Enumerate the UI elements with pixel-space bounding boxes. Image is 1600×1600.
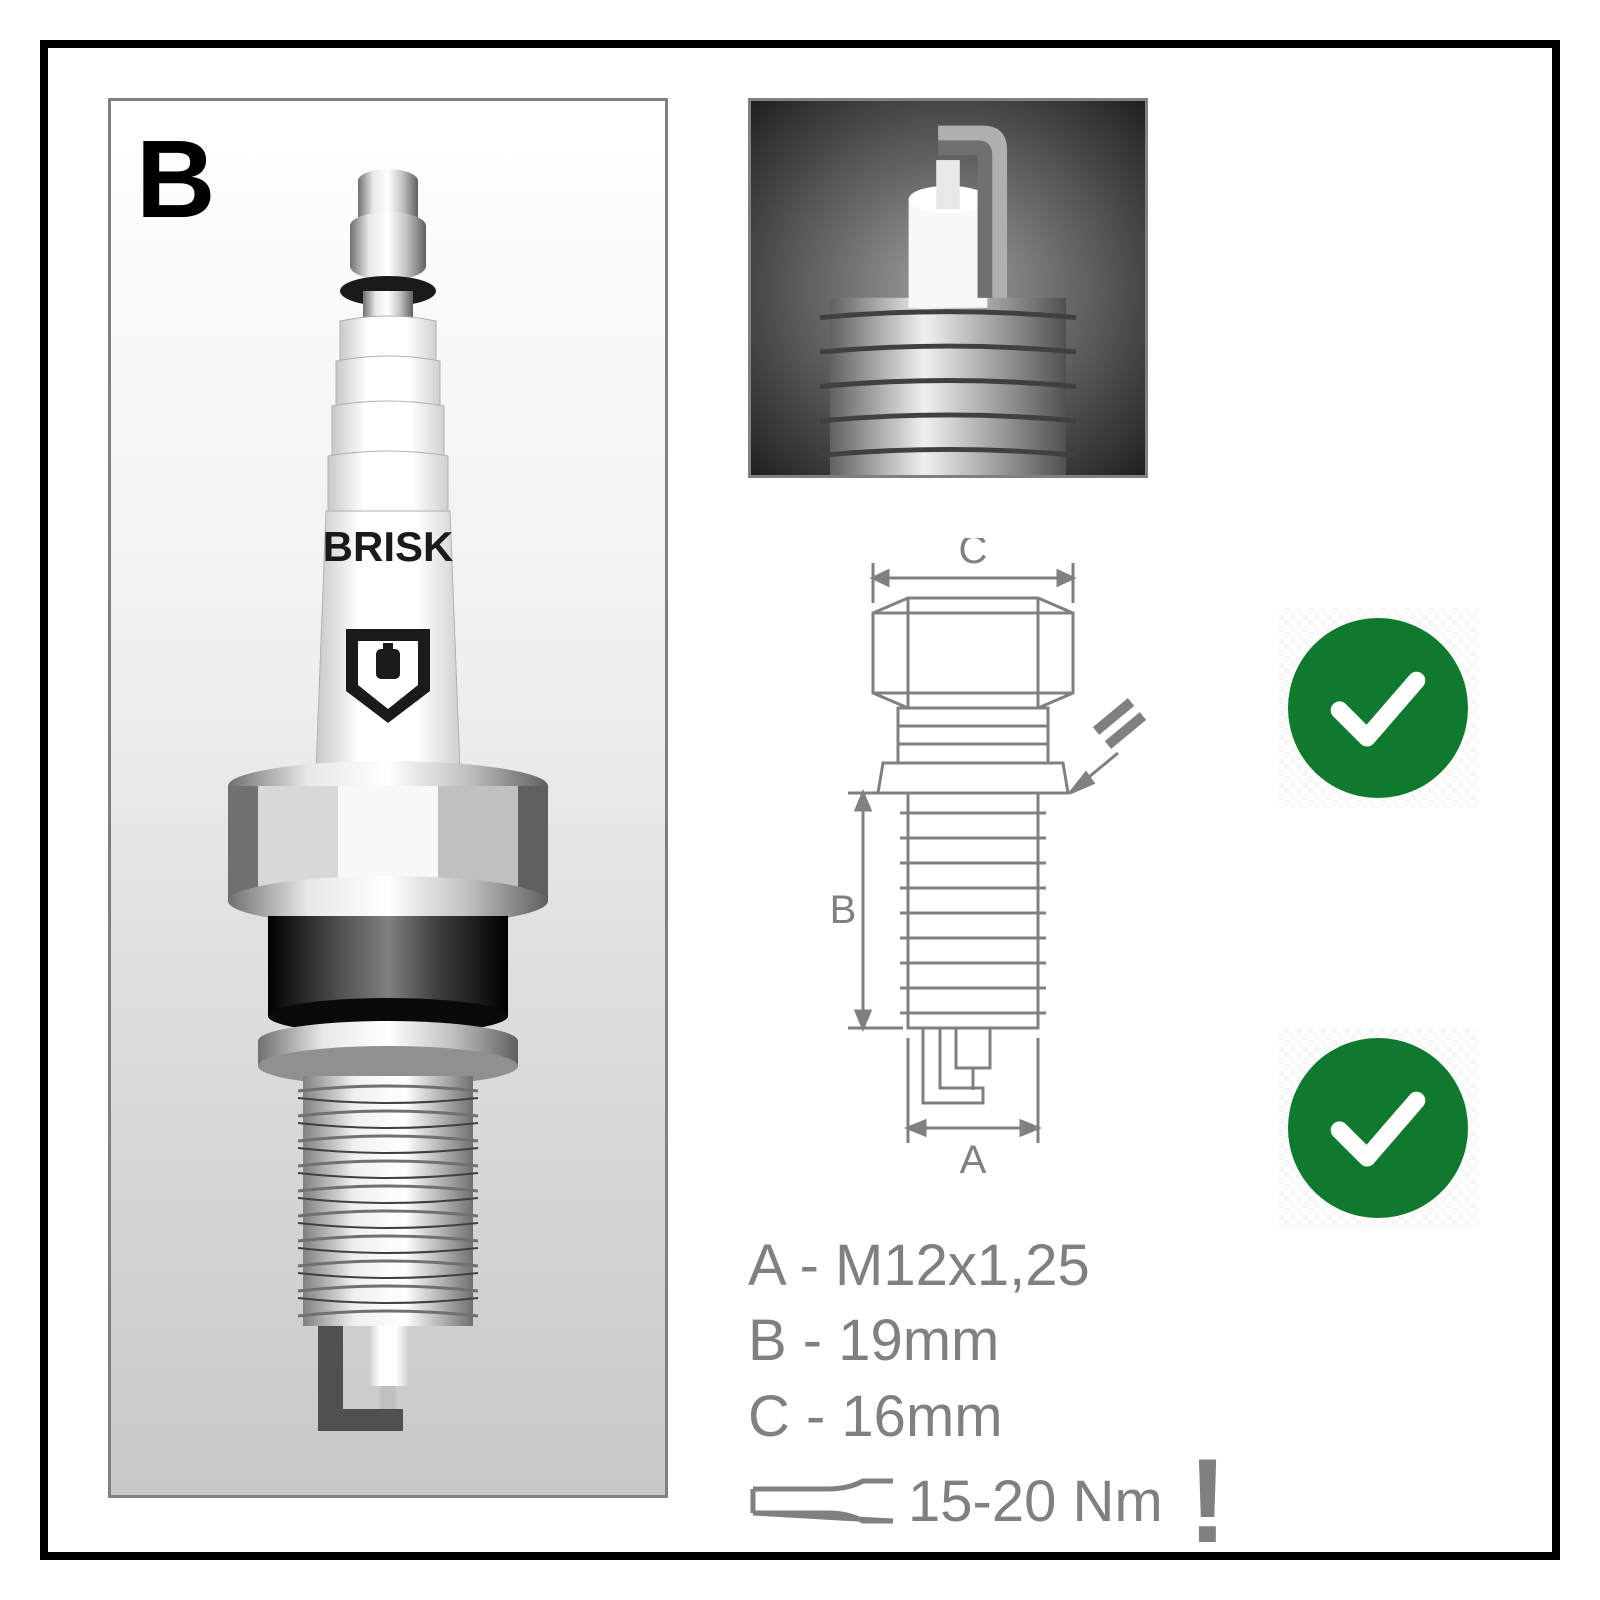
check-circle-icon [1288,618,1468,798]
specifications-list: A - M12x1,25 B - 19mm C - 16mm [748,1228,1090,1454]
main-spark-plug-panel: B [108,98,668,1498]
spec-c: C - 16mm [748,1379,1090,1454]
wrench-icon [748,1471,898,1531]
spec-b: B - 19mm [748,1303,1090,1378]
electrode-detail-panel [748,98,1148,478]
exclamation-icon: ! [1188,1453,1228,1549]
svg-text:A: A [960,1138,987,1178]
torque-value: 15-20 Nm [908,1468,1163,1535]
svg-text:B: B [830,888,857,932]
check-badge-1 [1278,608,1478,808]
svg-text:C: C [959,538,988,572]
outer-frame: B [40,40,1560,1560]
spec-a: A - M12x1,25 [748,1228,1090,1303]
brand-text: BRISK [323,523,454,570]
check-badge-2 [1278,1028,1478,1228]
spark-plug-illustration: BRISK [208,161,568,1481]
panel-letter: B [136,116,215,243]
torque-spec-row: 15-20 Nm ! [748,1453,1228,1549]
dimensional-drawing: C [748,538,1188,1178]
check-circle-icon [1288,1038,1468,1218]
